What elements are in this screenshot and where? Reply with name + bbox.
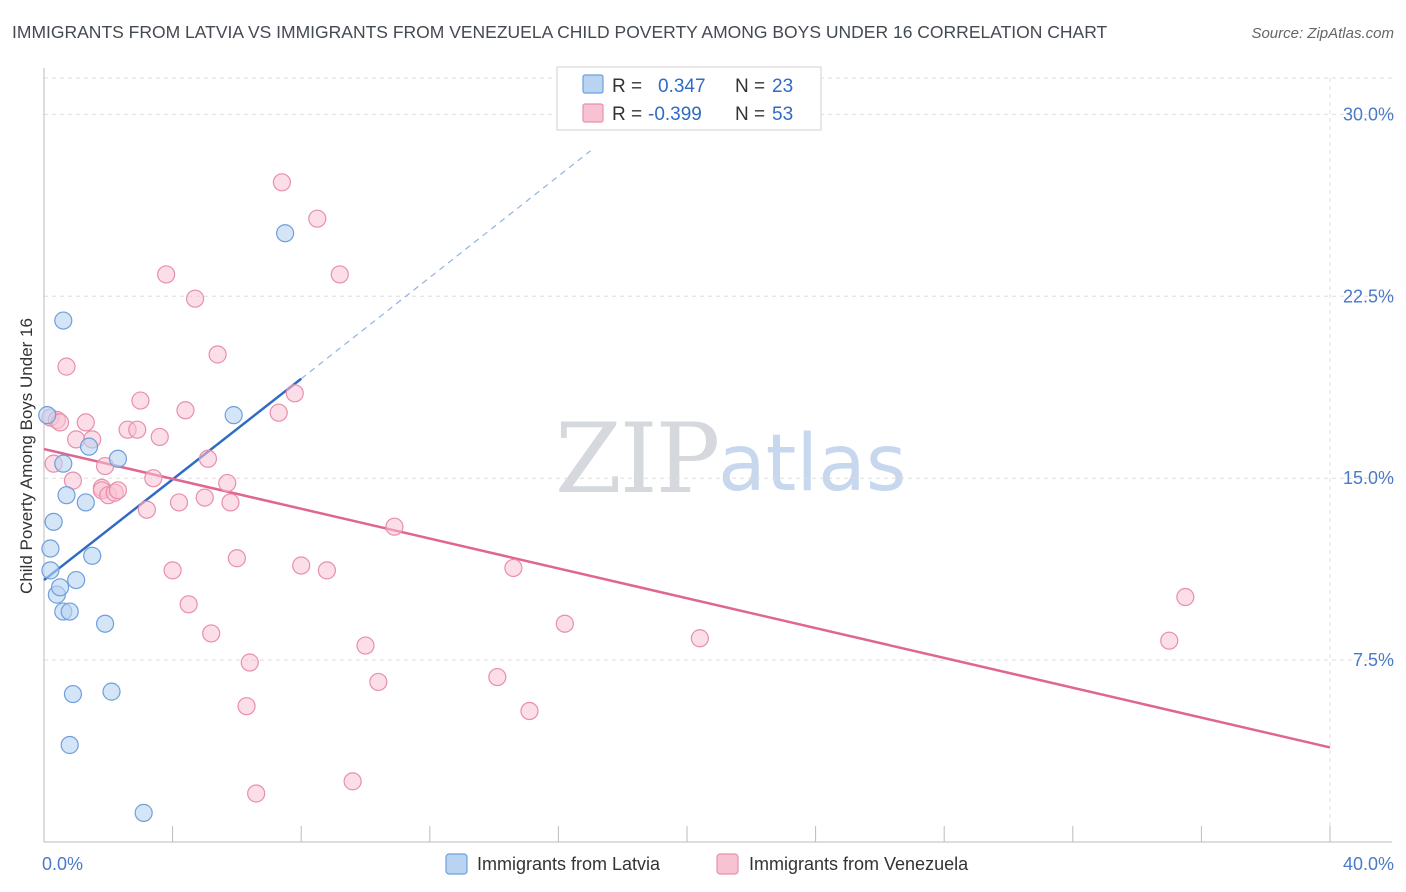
series-legend-label-venezuela: Immigrants from Venezuela — [749, 854, 969, 874]
venezuela-point-21 — [157, 265, 176, 284]
x-tick-label-0: 0.0% — [42, 854, 83, 874]
venezuela-point-45 — [356, 636, 375, 655]
venezuela-point-39 — [285, 384, 304, 403]
venezuela-point-51 — [555, 614, 574, 633]
y-axis-label: Child Poverty Among Boys Under 16 — [17, 318, 36, 594]
latvia-point-15 — [79, 437, 99, 456]
venezuela-trend-line — [43, 447, 1331, 749]
latvia-point-17 — [95, 614, 115, 633]
latvia-point-11 — [60, 602, 79, 621]
latvia-point-14 — [76, 493, 95, 512]
venezuela-point-17 — [131, 391, 150, 410]
legend-n-label-latvia: N = — [735, 76, 765, 97]
latvia-point-10 — [60, 735, 79, 755]
y-tick-label-1: 15.0% — [1343, 468, 1394, 488]
latvia-point-18 — [102, 682, 121, 701]
series-legend: Immigrants from Latvia Immigrants from V… — [445, 853, 969, 875]
venezuela-point-24 — [176, 401, 195, 420]
venezuela-point-30 — [208, 345, 227, 364]
legend-n-value-venezuela: 53 — [772, 104, 793, 125]
venezuela-point-31 — [218, 473, 237, 493]
venezuela-point-48 — [488, 667, 507, 687]
venezuela-point-38 — [272, 173, 292, 192]
venezuela-point-50 — [520, 701, 539, 721]
latvia-point-13 — [67, 570, 86, 590]
venezuela-point-41 — [308, 209, 327, 228]
latvia-point-2 — [41, 561, 60, 580]
venezuela-point-14 — [108, 481, 128, 500]
latvia-point-8 — [54, 311, 73, 330]
venezuela-point-52 — [690, 629, 709, 648]
axes — [43, 68, 1392, 843]
latvia-trend-extension — [300, 150, 591, 380]
venezuela-point-54 — [1176, 587, 1195, 607]
latvia-point-12 — [63, 684, 83, 704]
venezuela-point-32 — [221, 493, 240, 512]
latvia-point-3 — [44, 512, 63, 531]
latvia-point-19 — [108, 449, 128, 468]
chart-title: IMMIGRANTS FROM LATVIA VS IMMIGRANTS FRO… — [12, 22, 1108, 42]
latvia-points — [38, 224, 295, 822]
legend-n-value-latvia: 23 — [772, 76, 793, 97]
y-tick-labels: 7.5% 15.0% 22.5% 30.0% — [1343, 104, 1394, 670]
venezuela-point-43 — [330, 265, 349, 284]
y-tick-label-3: 30.0% — [1343, 104, 1394, 124]
venezuela-point-29 — [202, 624, 221, 643]
venezuela-point-28 — [198, 449, 218, 468]
venezuela-point-36 — [247, 784, 266, 803]
venezuela-point-23 — [169, 493, 189, 512]
venezuela-point-53 — [1160, 631, 1179, 650]
latvia-point-22 — [276, 224, 295, 243]
venezuela-point-37 — [269, 403, 288, 422]
venezuela-point-35 — [240, 653, 259, 672]
legend-swatch-latvia — [582, 74, 604, 94]
venezuela-point-19 — [144, 469, 163, 488]
watermark-atlas: atlas — [718, 419, 907, 509]
latvia-point-21 — [224, 406, 243, 425]
venezuela-points — [41, 173, 1195, 803]
x-tick-labels: 0.0% 40.0% — [42, 854, 1394, 874]
series-legend-swatch-venezuela — [716, 853, 739, 875]
venezuela-point-49 — [504, 558, 523, 578]
venezuela-point-46 — [369, 672, 388, 692]
latvia-point-16 — [83, 546, 102, 565]
venezuela-point-20 — [150, 427, 169, 447]
legend-r-label-latvia: R = — [612, 76, 642, 97]
legend-r-label-venezuela: R = — [612, 104, 642, 125]
latvia-point-1 — [41, 539, 60, 558]
series-legend-swatch-latvia — [445, 853, 468, 875]
y-tick-label-2: 22.5% — [1343, 286, 1394, 306]
venezuela-point-47 — [385, 517, 404, 536]
venezuela-point-18 — [137, 500, 156, 519]
venezuela-point-40 — [292, 556, 311, 575]
source-label: Source: ZipAtlas.com — [1251, 25, 1394, 42]
legend-r-value-latvia: 0.347 — [658, 76, 706, 97]
venezuela-point-7 — [76, 413, 95, 432]
venezuela-point-27 — [195, 488, 214, 507]
venezuela-point-4 — [57, 357, 76, 376]
venezuela-point-22 — [163, 561, 182, 580]
correlation-legend: R = 0.347 N = 23 R = -0.399 N = 53 — [556, 66, 822, 131]
venezuela-point-34 — [237, 697, 256, 716]
x-tick-label-1: 40.0% — [1343, 854, 1394, 874]
watermark-zip: ZIP — [555, 403, 718, 515]
venezuela-point-25 — [179, 595, 198, 614]
latvia-point-6 — [54, 454, 73, 473]
venezuela-point-16 — [128, 420, 147, 439]
legend-r-value-venezuela: -0.399 — [648, 104, 702, 125]
latvia-point-0 — [38, 406, 57, 425]
latvia-point-20 — [134, 803, 153, 822]
venezuela-point-42 — [317, 561, 337, 580]
venezuela-point-26 — [186, 289, 205, 308]
legend-swatch-venezuela — [582, 103, 604, 123]
legend-n-label-venezuela: N = — [735, 104, 765, 125]
series-legend-label-latvia: Immigrants from Latvia — [477, 854, 661, 874]
latvia-point-9 — [57, 486, 76, 505]
venezuela-point-44 — [343, 772, 362, 791]
latvia-point-5 — [50, 578, 70, 597]
y-tick-label-0: 7.5% — [1353, 650, 1394, 670]
venezuela-point-33 — [227, 549, 246, 568]
trend-lines — [43, 150, 1331, 749]
